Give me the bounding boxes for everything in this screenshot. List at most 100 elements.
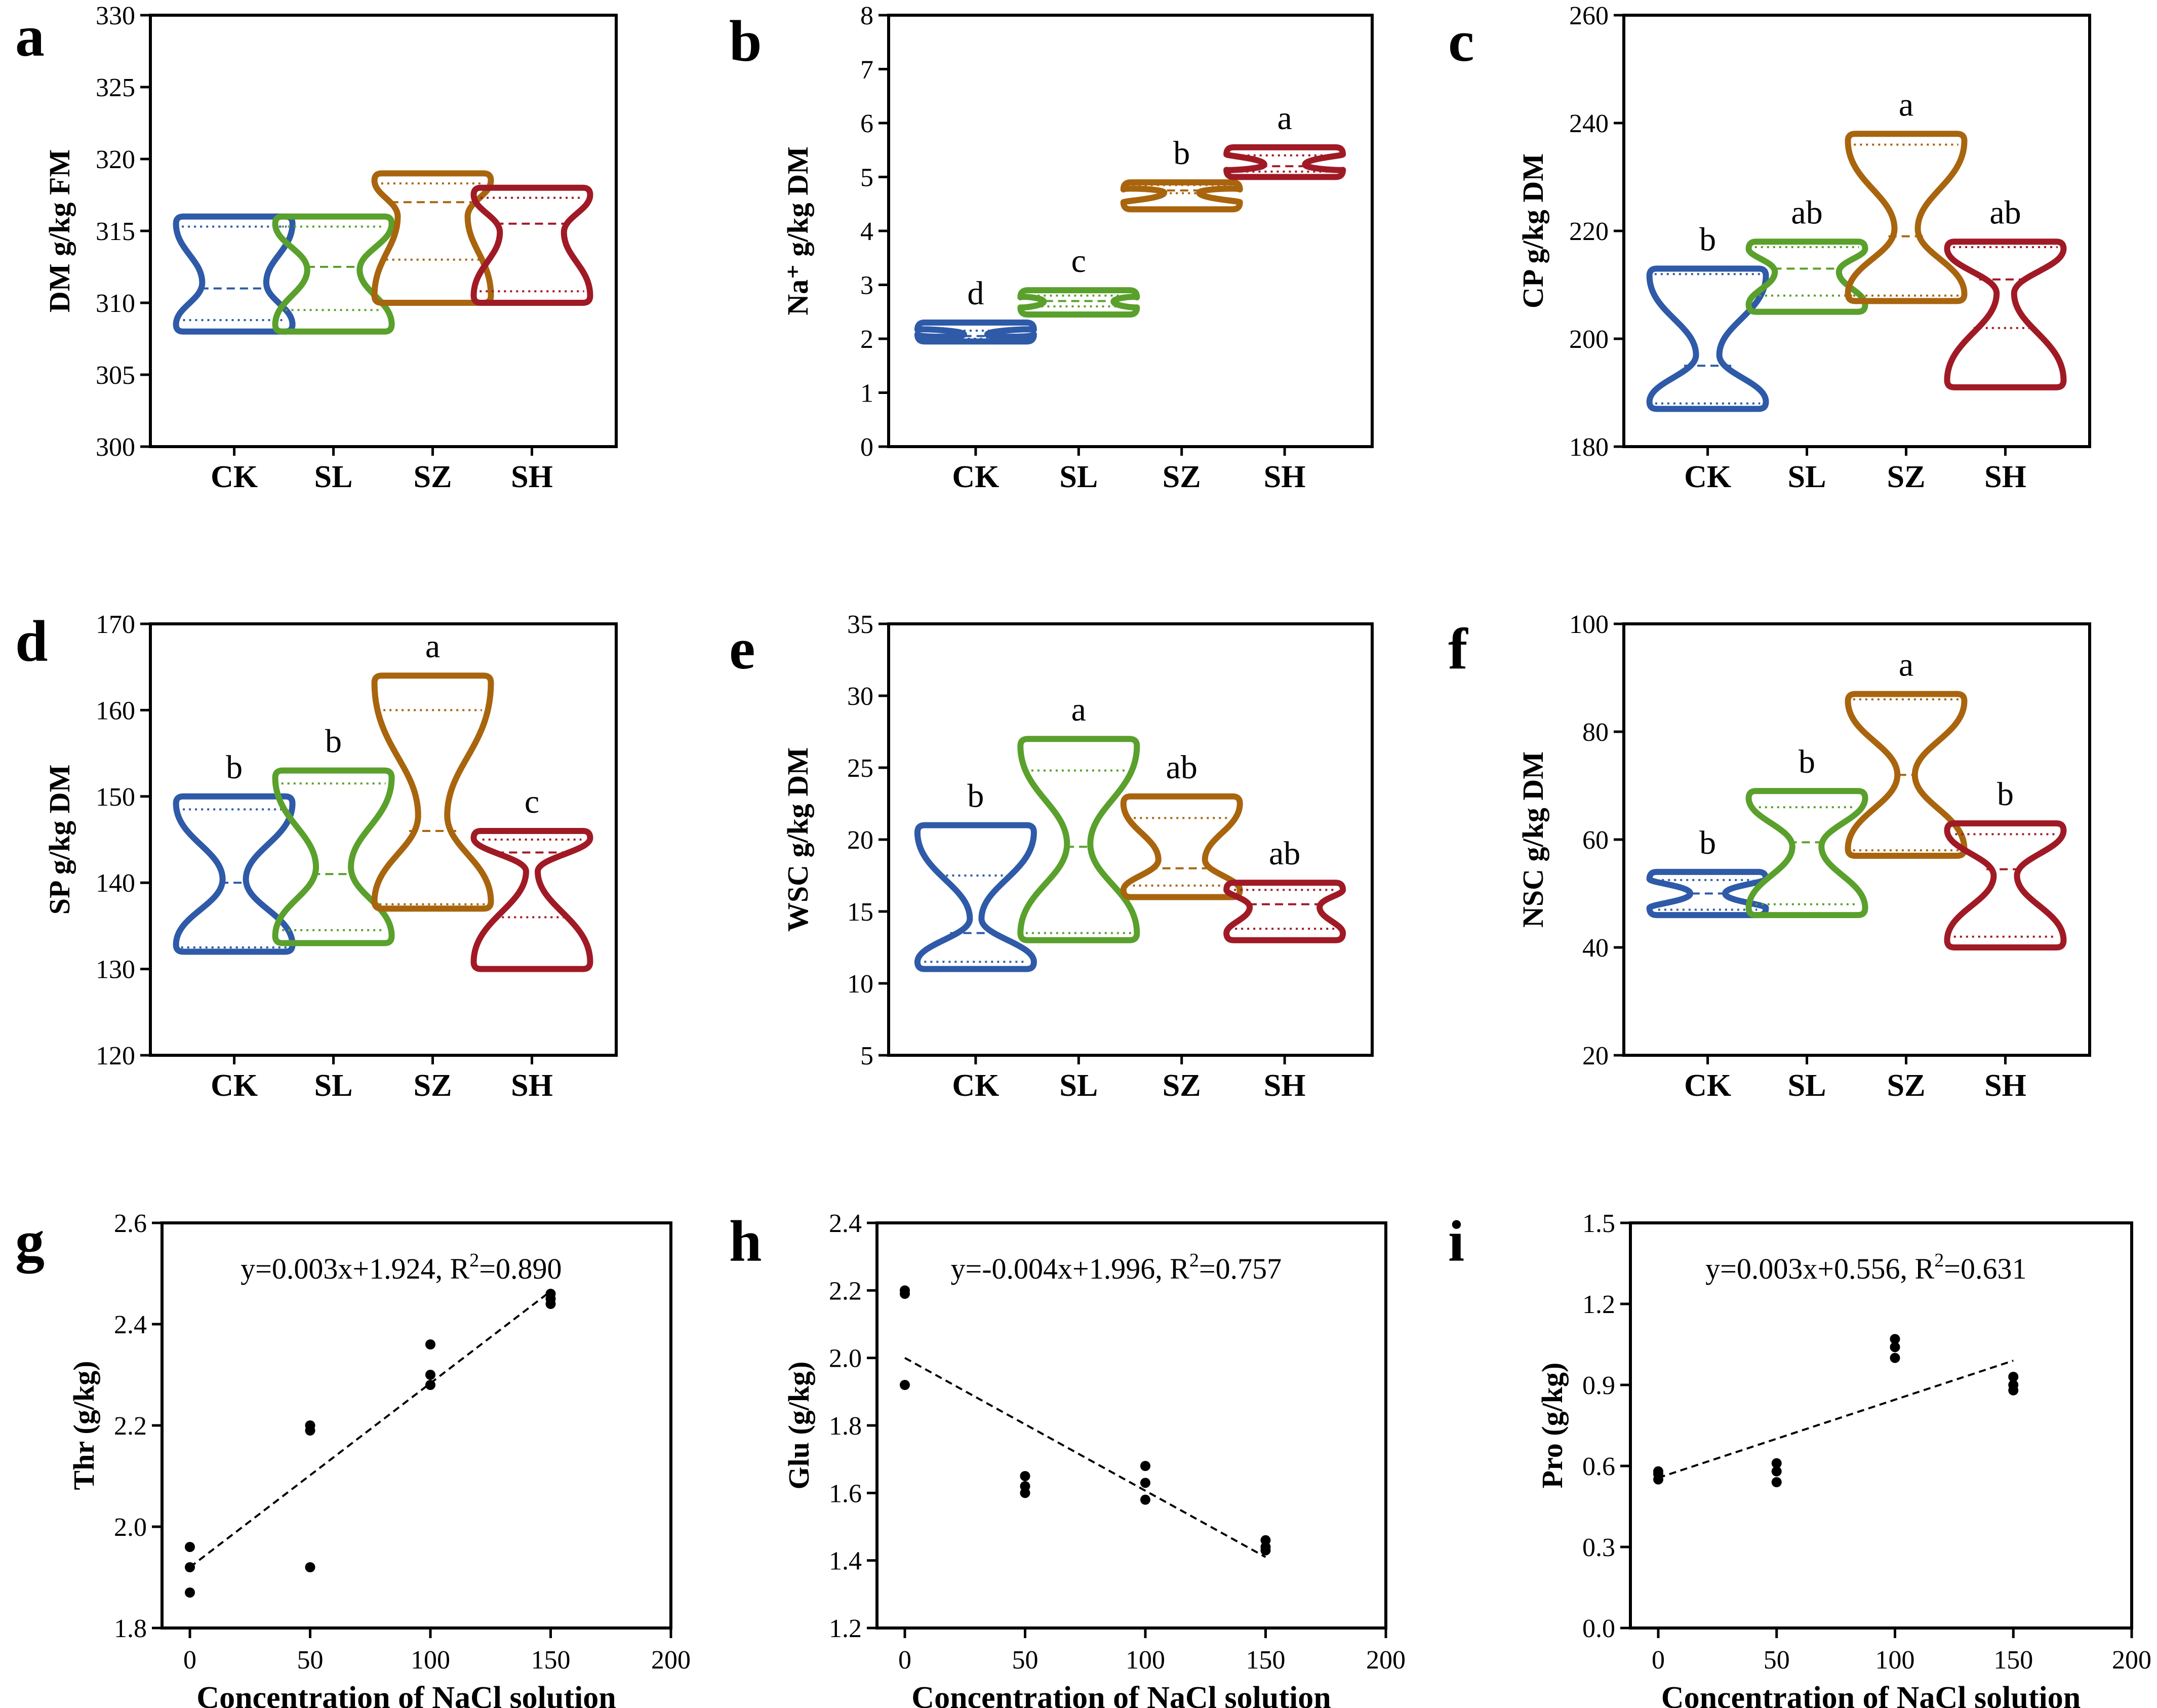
- data-point: [1140, 1478, 1150, 1488]
- equation-main: y=-0.004x+1.996, R: [951, 1252, 1190, 1285]
- panel-label-h: h: [729, 1209, 762, 1274]
- x-category-label: SZ: [414, 460, 452, 494]
- x-category-label: SH: [511, 1068, 553, 1103]
- panel-g: g 1.8 2.0 2.2 2.4 2.6 Thr (g/kg) 0 50 100 150 200 Co…: [15, 1209, 691, 1708]
- equation-r2-value: =0.757: [1199, 1252, 1282, 1285]
- x-category-label: CK: [211, 1068, 258, 1103]
- x-tick-label: 150: [1993, 1646, 2033, 1675]
- x-category-label: SL: [1788, 1068, 1826, 1103]
- y-tick-label: 25: [847, 754, 873, 783]
- data-point: [900, 1285, 910, 1296]
- y-tick-label: 2.2: [114, 1412, 147, 1441]
- y-tick-label: 60: [1582, 826, 1609, 855]
- significance-letter: ab: [1791, 194, 1822, 231]
- significance-letter: ab: [1269, 835, 1300, 872]
- y-tick-label: 330: [96, 2, 135, 30]
- violin-CK: [914, 320, 1037, 345]
- panel-i: i 0.0 0.3 0.6 0.9 1.2 1.5 Pro (g/kg) 0 50 100 150 20…: [1448, 1209, 2151, 1708]
- panel-label-e: e: [729, 617, 755, 682]
- y-tick-label: 0.9: [1582, 1371, 1615, 1400]
- significance-letter: a: [1071, 691, 1086, 728]
- violin-SZ: [371, 672, 494, 912]
- x-category-label: CK: [1684, 1068, 1731, 1103]
- x-category-label: SH: [1984, 460, 2026, 494]
- data-point: [1890, 1334, 1900, 1344]
- violin-SZ: [1845, 131, 1968, 304]
- x-axis-label: Concentration of NaCl solution: [1661, 1681, 2081, 1708]
- data-point: [1260, 1535, 1271, 1545]
- significance-letter: d: [967, 275, 984, 312]
- panel-b: b 0 1 2 3 4 5 6 7 8 Na⁺ g/kg DM CK SL SZ SH d c b a: [729, 2, 1374, 494]
- y-tick-label: 4: [860, 217, 873, 246]
- panel-h: h 1.2 1.4 1.6 1.8 2.0 2.2 2.4 Glu (g/kg) 0 50 100 15…: [729, 1209, 1406, 1708]
- y-tick-label: 130: [96, 956, 135, 984]
- y-tick-label: 300: [96, 433, 135, 462]
- y-tick-label: 1.8: [114, 1614, 147, 1643]
- y-tick-label: 1.6: [829, 1479, 862, 1508]
- data-point: [1140, 1461, 1150, 1471]
- x-category-label: SH: [1264, 460, 1306, 494]
- regression-line: [1658, 1360, 2014, 1479]
- data-point: [1771, 1466, 1782, 1477]
- violin-SL: [272, 767, 395, 946]
- x-category-label: SL: [1059, 460, 1098, 494]
- data-point: [305, 1420, 315, 1431]
- significance-letter: ab: [1989, 194, 2021, 231]
- violin-CK: [173, 793, 296, 955]
- y-tick-label: 120: [96, 1042, 135, 1070]
- violin-SH: [470, 827, 593, 972]
- y-tick-label: 1: [860, 379, 873, 408]
- panel-label-d: d: [15, 609, 48, 674]
- x-tick-label: 50: [1764, 1646, 1790, 1675]
- x-category-label: SH: [511, 460, 553, 494]
- y-tick-label: 100: [1569, 610, 1609, 639]
- x-category-label: SL: [314, 460, 353, 494]
- plot-frame: [149, 622, 618, 1057]
- y-tick-label: 8: [860, 2, 873, 30]
- violin-CK: [914, 822, 1037, 972]
- regression-line: [189, 1290, 551, 1568]
- x-tick-label: 0: [1652, 1646, 1665, 1675]
- y-tick-label: 6: [860, 109, 873, 138]
- plot-frame: [149, 14, 618, 448]
- data-point: [1140, 1494, 1150, 1505]
- panel-label-c: c: [1448, 9, 1474, 74]
- y-tick-label: 0.0: [1582, 1614, 1615, 1643]
- data-point: [1771, 1477, 1782, 1487]
- significance-letter: b: [1173, 135, 1190, 172]
- violin-SZ: [1120, 793, 1243, 900]
- data-point: [2008, 1380, 2019, 1390]
- y-tick-label: 240: [1569, 109, 1609, 138]
- x-axis-label: Concentration of NaCl solution: [196, 1681, 616, 1708]
- x-category-label: CK: [952, 460, 999, 494]
- y-tick-label: 80: [1582, 718, 1609, 747]
- equation-r2-value: =0.890: [479, 1252, 562, 1285]
- equation-main: y=0.003x+0.556, R: [1705, 1252, 1934, 1285]
- equation-r2-superscript: 2: [1189, 1250, 1199, 1271]
- y-tick-label: 5: [860, 1042, 873, 1070]
- significance-letter: a: [1277, 100, 1292, 137]
- x-category-label: SL: [1788, 460, 1826, 494]
- significance-letter: b: [1997, 776, 2014, 813]
- y-tick-label: 3: [860, 271, 873, 300]
- y-tick-label: 0.6: [1582, 1452, 1615, 1481]
- plot-frame: [1622, 622, 2091, 1057]
- data-point: [1771, 1458, 1782, 1468]
- equation-main: y=0.003x+1.924, R: [241, 1252, 469, 1285]
- significance-letter: a: [425, 628, 440, 665]
- significance-letter: b: [1699, 221, 1716, 258]
- y-tick-label: 35: [847, 610, 873, 639]
- violin-SZ: [1120, 179, 1243, 213]
- y-tick-label: 2: [860, 325, 873, 354]
- x-tick-label: 0: [898, 1646, 911, 1675]
- equation-r2-superscript: 2: [469, 1250, 479, 1271]
- violin-SH: [1944, 239, 2067, 390]
- x-tick-label: 100: [1875, 1646, 1915, 1675]
- x-tick-label: 50: [1012, 1646, 1038, 1675]
- y-tick-label: 1.2: [1582, 1290, 1615, 1319]
- x-category-label: SZ: [1163, 460, 1201, 494]
- x-tick-label: 50: [297, 1646, 324, 1675]
- data-point: [425, 1339, 435, 1349]
- x-tick-label: 200: [1366, 1646, 1406, 1675]
- y-tick-label: 2.2: [829, 1277, 862, 1305]
